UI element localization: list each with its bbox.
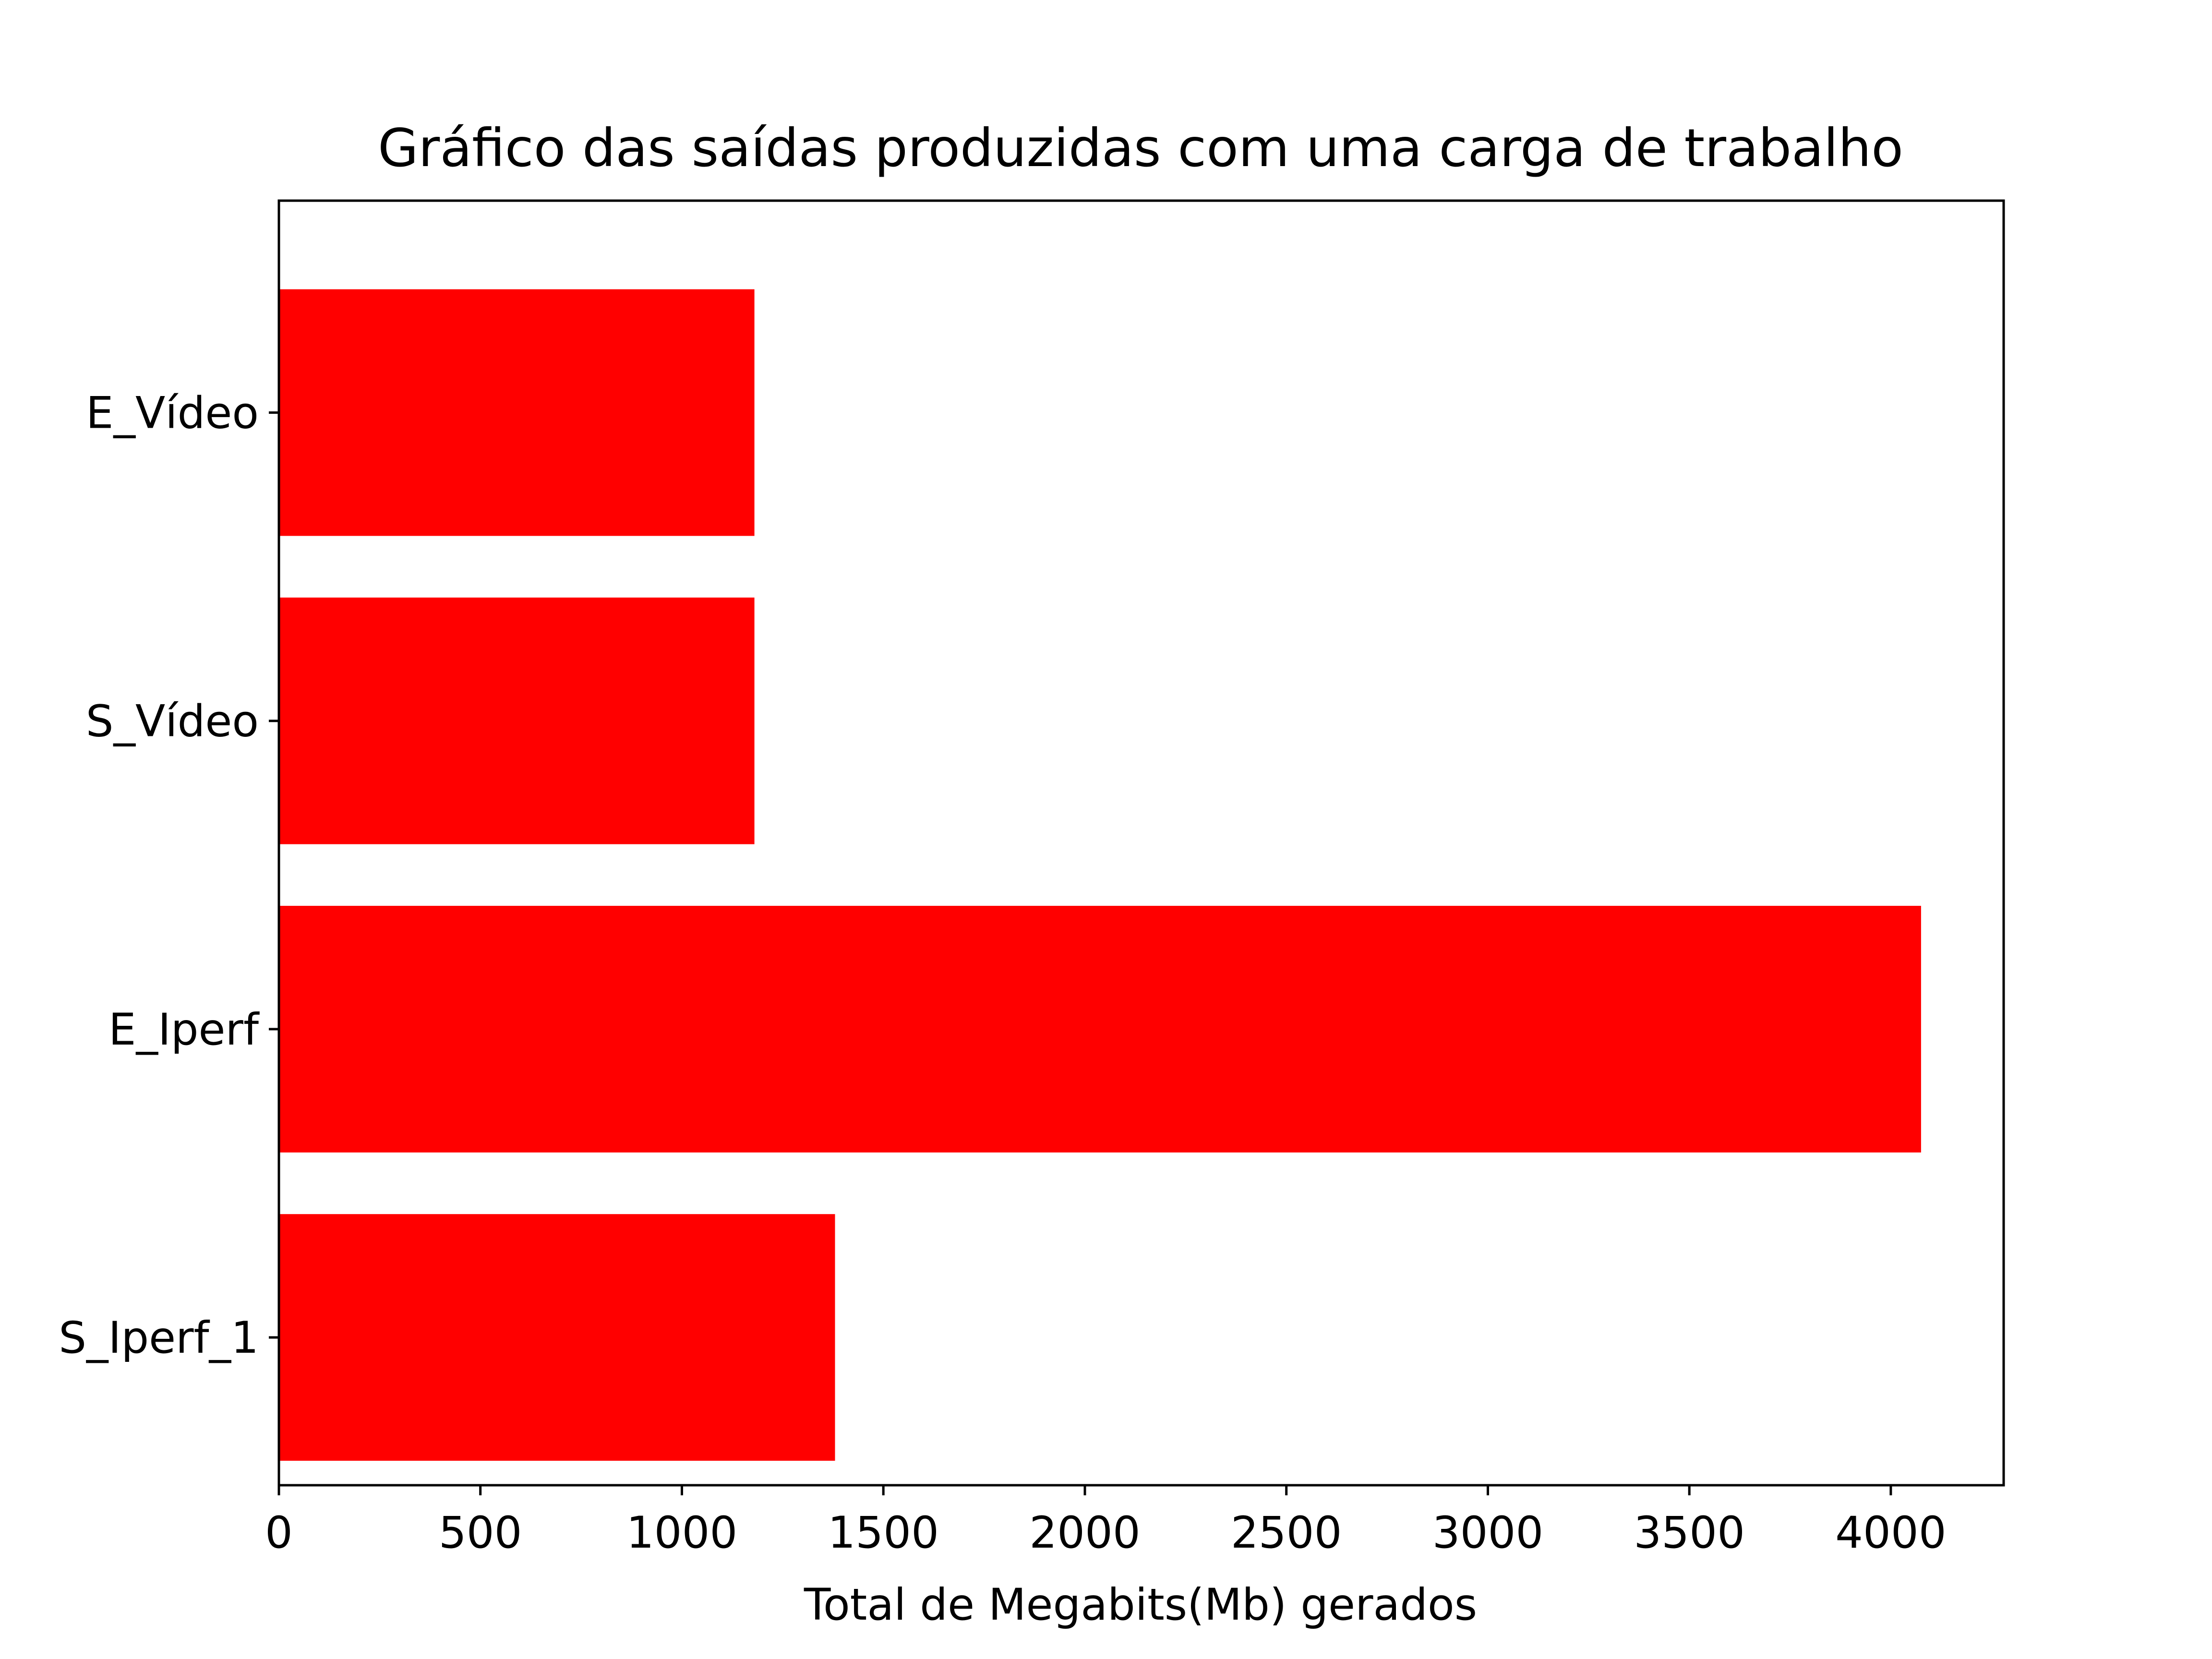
- bars-layer: [279, 289, 1921, 1461]
- bar-0: [279, 289, 755, 536]
- bar-2: [279, 906, 1921, 1153]
- x-tick-label-5: 2500: [1231, 1508, 1342, 1558]
- x-tick-label-4: 2000: [1029, 1508, 1141, 1558]
- y-tick-label-0: E_Vídeo: [86, 388, 259, 439]
- chart-title: Gráfico das saídas produzidas com uma ca…: [378, 118, 1903, 179]
- x-axis: 0 500 1000 1500 2000 2500 3000 3500 4000: [265, 1485, 1947, 1558]
- y-axis: E_Vídeo S_Vídeo E_Iperf S_Iperf_1: [59, 388, 279, 1363]
- bar-1: [279, 597, 755, 844]
- x-tick-label-6: 3000: [1432, 1508, 1544, 1558]
- bar-3: [279, 1214, 835, 1461]
- x-axis-label: Total de Megabits(Mb) gerados: [804, 1580, 1477, 1630]
- y-tick-label-3: S_Iperf_1: [59, 1313, 259, 1363]
- plot-frame: [277, 199, 2005, 1487]
- x-tick-label-0: 0: [265, 1508, 293, 1558]
- x-tick-label-2: 1000: [626, 1508, 738, 1558]
- x-tick-label-3: 1500: [828, 1508, 939, 1558]
- y-tick-label-2: E_Iperf: [108, 1005, 260, 1055]
- x-tick-label-7: 3500: [1634, 1508, 1745, 1558]
- x-tick-label-1: 500: [439, 1508, 522, 1558]
- y-tick-label-1: S_Vídeo: [86, 697, 259, 747]
- x-tick-label-8: 4000: [1835, 1508, 1947, 1558]
